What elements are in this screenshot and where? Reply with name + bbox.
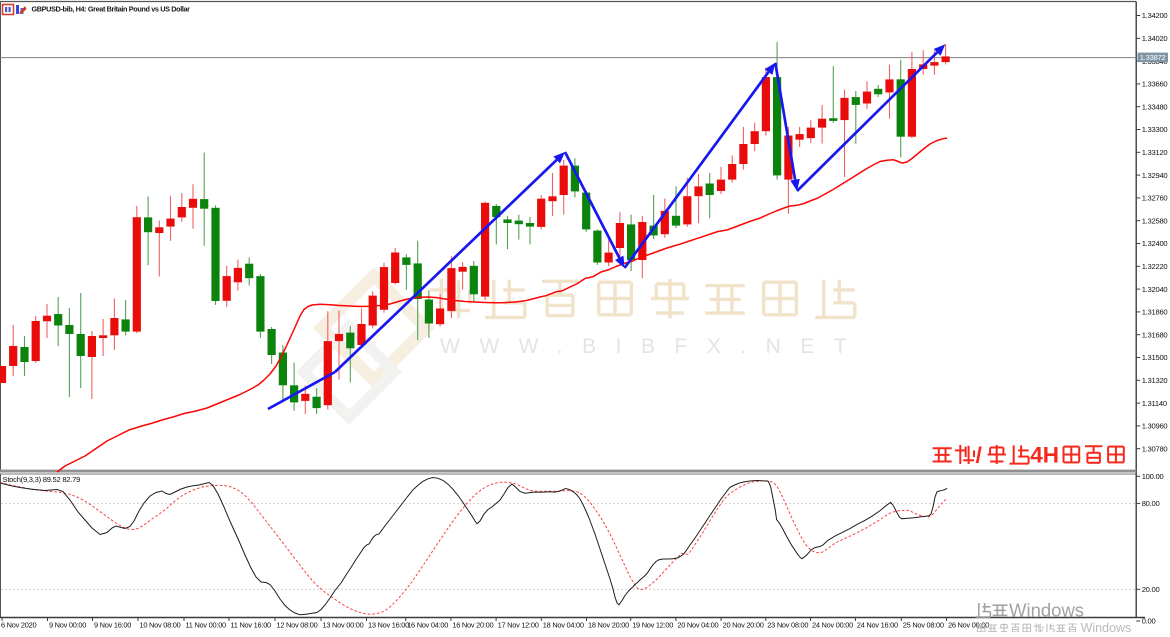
svg-text:1.33660: 1.33660 xyxy=(1142,80,1168,89)
svg-text:10 Nov 08:00: 10 Nov 08:00 xyxy=(140,621,181,630)
svg-text:9 Nov 00:00: 9 Nov 00:00 xyxy=(49,621,86,630)
svg-text:20.00: 20.00 xyxy=(1142,585,1160,594)
svg-text:1.31500: 1.31500 xyxy=(1142,353,1168,362)
svg-text:1.31680: 1.31680 xyxy=(1142,330,1168,339)
svg-text:24 Nov 16:00: 24 Nov 16:00 xyxy=(857,621,898,630)
svg-text:23 Nov 08:00: 23 Nov 08:00 xyxy=(767,621,808,630)
svg-text:GBPUSD-bib, H4: Great Britain: GBPUSD-bib, H4: Great Britain Pound vs U… xyxy=(32,4,191,13)
svg-text:1.32220: 1.32220 xyxy=(1142,262,1168,271)
svg-text:9 Nov 16:00: 9 Nov 16:00 xyxy=(94,621,131,630)
svg-text:16 Nov 20:00: 16 Nov 20:00 xyxy=(452,621,493,630)
svg-text:1.32400: 1.32400 xyxy=(1142,239,1168,248)
svg-text:16 Nov 04:00: 16 Nov 04:00 xyxy=(407,621,448,630)
svg-text:Windows: Windows xyxy=(1009,600,1084,621)
svg-text:1.32760: 1.32760 xyxy=(1142,194,1168,203)
svg-text:1.34020: 1.34020 xyxy=(1142,34,1168,43)
svg-text:80.00: 80.00 xyxy=(1142,499,1160,508)
svg-text:100.00: 100.00 xyxy=(1142,472,1164,481)
svg-text:6 Nov 2020: 6 Nov 2020 xyxy=(1,621,36,630)
svg-text:0.00: 0.00 xyxy=(1142,617,1156,626)
svg-text:18 Nov 20:00: 18 Nov 20:00 xyxy=(588,621,629,630)
svg-text:1.32580: 1.32580 xyxy=(1142,216,1168,225)
svg-text:1.31860: 1.31860 xyxy=(1142,308,1168,317)
svg-text:1.30960: 1.30960 xyxy=(1142,422,1168,431)
svg-text:1.31140: 1.31140 xyxy=(1142,399,1167,408)
svg-text:20 Nov 04:00: 20 Nov 04:00 xyxy=(677,621,718,630)
svg-text:19 Nov 12:00: 19 Nov 12:00 xyxy=(632,621,673,630)
svg-text:1.32040: 1.32040 xyxy=(1142,285,1168,294)
svg-text:4H: 4H xyxy=(1030,443,1059,468)
svg-text:1.31320: 1.31320 xyxy=(1142,376,1168,385)
svg-text:11 Nov 00:00: 11 Nov 00:00 xyxy=(186,621,227,630)
svg-text:13 Nov 00:00: 13 Nov 00:00 xyxy=(323,621,364,630)
svg-text:1.34200: 1.34200 xyxy=(1142,11,1168,20)
svg-text:1.32940: 1.32940 xyxy=(1142,171,1168,180)
svg-text:/: / xyxy=(976,443,983,468)
svg-text:1.33480: 1.33480 xyxy=(1142,102,1168,111)
svg-text:24 Nov 00:00: 24 Nov 00:00 xyxy=(812,621,853,630)
svg-text:26 Nov 00:00: 26 Nov 00:00 xyxy=(948,621,989,630)
svg-text:11 Nov 16:00: 11 Nov 16:00 xyxy=(231,621,272,630)
svg-text:17 Nov 12:00: 17 Nov 12:00 xyxy=(498,621,539,630)
svg-text:1.33872: 1.33872 xyxy=(1140,53,1166,62)
svg-text:20 Nov 20:00: 20 Nov 20:00 xyxy=(723,621,764,630)
svg-text:1.33300: 1.33300 xyxy=(1142,125,1168,134)
svg-text:1.33120: 1.33120 xyxy=(1142,148,1168,157)
svg-text:Windows: Windows xyxy=(1081,621,1132,632)
svg-text:12 Nov 08:00: 12 Nov 08:00 xyxy=(277,621,318,630)
svg-text:25 Nov 08:00: 25 Nov 08:00 xyxy=(903,621,944,630)
svg-text:WWW.BIBFX.NET: WWW.BIBFX.NET xyxy=(440,335,866,358)
svg-text:1.30780: 1.30780 xyxy=(1142,444,1168,453)
svg-text:Stoch(9,3,3) 89.52 82.79: Stoch(9,3,3) 89.52 82.79 xyxy=(3,475,81,484)
svg-text:13 Nov 16:00: 13 Nov 16:00 xyxy=(368,621,409,630)
svg-text:18 Nov 04:00: 18 Nov 04:00 xyxy=(543,621,584,630)
